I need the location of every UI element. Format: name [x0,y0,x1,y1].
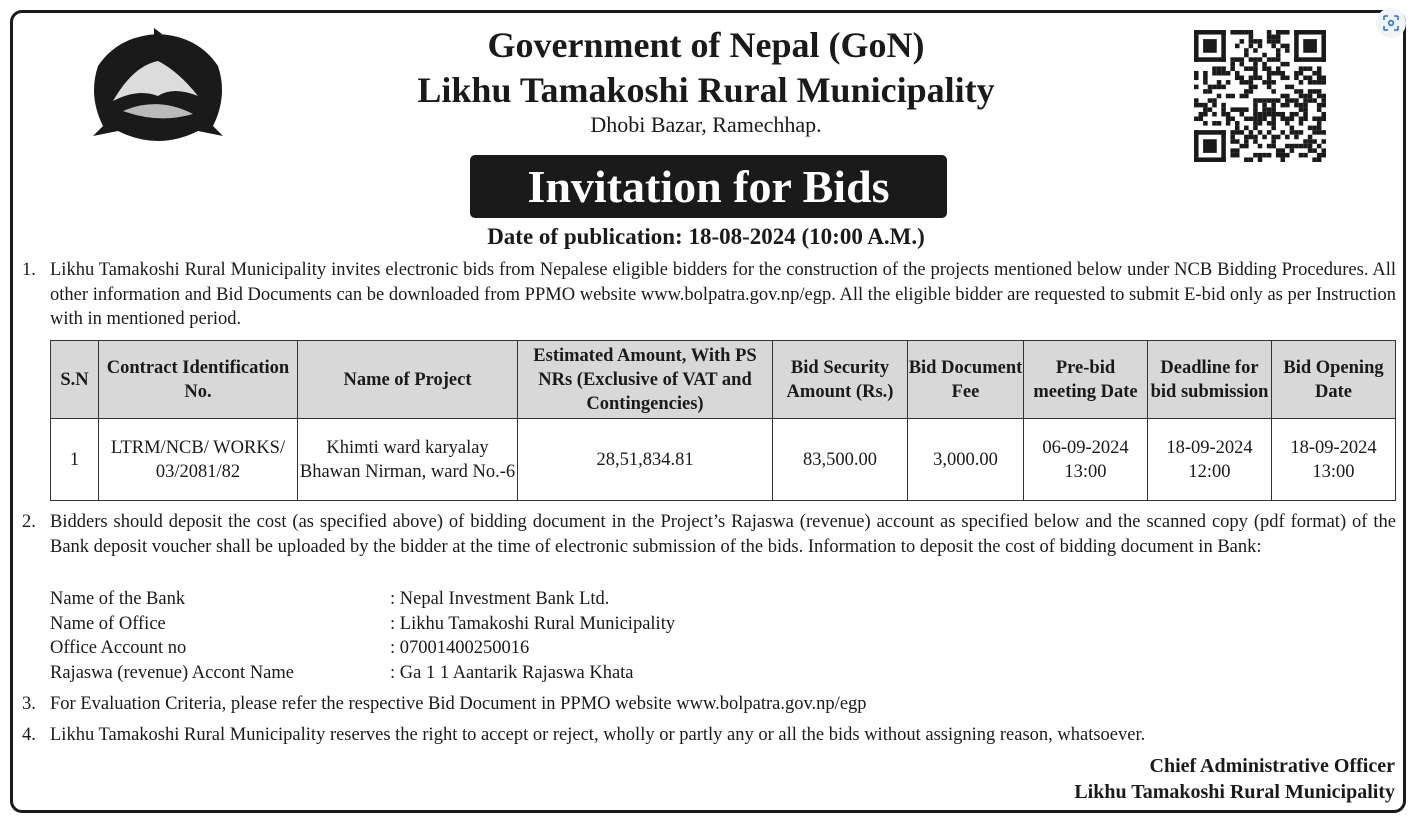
bank-value: : 07001400250016 [390,638,530,658]
bank-detail-row: Name of the Bank : Nepal Investment Bank … [50,589,609,610]
paragraph-text: Likhu Tamakoshi Rural Municipality invit… [50,260,1396,329]
bid-table: S.N Contract Identification No. Name of … [50,340,1396,501]
signature-office: Likhu Tamakoshi Rural Municipality [1074,781,1395,803]
cell: 3,000.00 [907,418,1024,501]
paragraph-1: 1. Likhu Tamakoshi Rural Municipality inv… [22,258,1396,332]
invitation-banner: Invitation for Bids [470,155,947,218]
paragraph-number: 2. [22,512,36,532]
paragraph-number: 4. [22,725,36,745]
bank-detail-row: Office Account no : 07001400250016 [50,638,529,659]
government-title: Government of Nepal (GoN) [487,25,925,65]
cell: 18-09-2024 13:00 [1271,418,1396,501]
cell: 1 [50,418,99,501]
signature-title: Chief Administrative Officer [1149,755,1396,777]
paragraph-number: 3. [22,694,36,714]
bank-label: Name of the Bank [50,589,186,609]
cell: LTRM/NCB/ WORKS/ 03/2081/82 [98,418,298,501]
lens-search-icon[interactable] [1376,8,1406,38]
address: Dhobi Bazar, Ramechhap. [590,112,822,137]
col-header: S.N [50,340,99,419]
col-header: Deadline for bid submission [1147,340,1272,419]
col-header: Bid Security Amount (Rs.) [772,340,908,419]
cell: 83,500.00 [772,418,908,501]
cell: Khimti ward karyalay Bhawan Nirman, ward… [297,418,518,501]
paragraph-number: 1. [22,260,36,280]
col-header: Contract Identification No. [98,340,298,419]
bank-value: : Nepal Investment Bank Ltd. [390,589,610,609]
publication-date: Date of publication: 18-08-2024 (10:00 A… [487,224,925,249]
table-header-row: S.N Contract Identification No. Name of … [50,340,1396,419]
paragraph-4: 4. Likhu Tamakoshi Rural Municipality res… [22,723,1396,748]
bank-label: Office Account no [50,638,187,658]
bank-value: : Ga 1 1 Aantarik Rajaswa Khata [390,663,634,683]
bank-label: Name of Office [50,614,166,634]
col-header: Estimated Amount, With PS NRs (Exclusive… [517,340,773,419]
bank-detail-row: Name of Office : Likhu Tamakoshi Rural Mu… [50,614,675,635]
bank-value: : Likhu Tamakoshi Rural Municipality [390,614,676,634]
col-header: Name of Project [297,340,518,419]
municipality-title: Likhu Tamakoshi Rural Municipality [417,70,995,110]
paragraph-text: Likhu Tamakoshi Rural Municipality reser… [50,725,1146,745]
col-header: Pre-bid meeting Date [1023,340,1148,419]
paragraph-2: 2. Bidders should deposit the cost (as sp… [22,510,1396,559]
col-header: Bid Opening Date [1271,340,1396,419]
col-header: Bid Document Fee [907,340,1024,419]
notice-frame [10,10,1406,813]
qr-code [1194,30,1326,162]
bank-label: Rajaswa (revenue) Accont Name [50,663,294,683]
cell: 06-09-2024 13:00 [1023,418,1148,501]
cell: 18-09-2024 12:00 [1147,418,1272,501]
paragraph-text: Bidders should deposit the cost (as spec… [50,512,1396,557]
cell: 28,51,834.81 [517,418,773,501]
table-row: 1 LTRM/NCB/ WORKS/ 03/2081/82 Khimti war… [50,418,1396,501]
paragraph-text: For Evaluation Criteria, please refer th… [50,694,867,714]
nepal-emblem-logo [93,28,223,141]
paragraph-3: 3. For Evaluation Criteria, please refer … [22,692,1396,717]
bank-detail-row: Rajaswa (revenue) Accont Name : Ga 1 1 Aa… [50,663,634,684]
